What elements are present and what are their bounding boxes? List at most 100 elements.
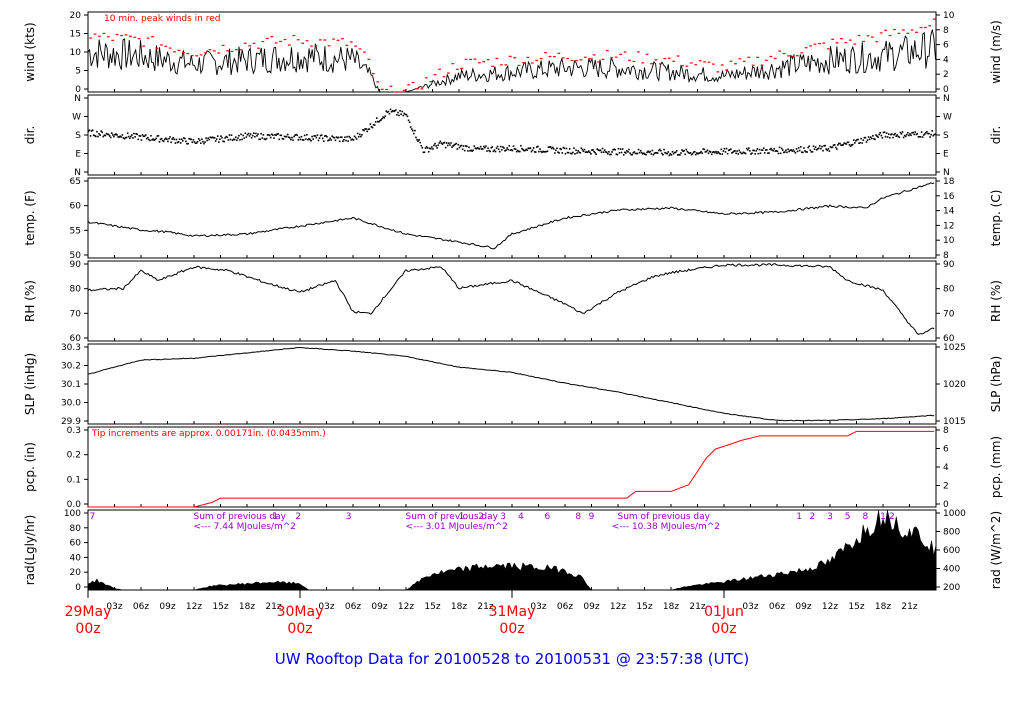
direction-point <box>169 136 171 138</box>
direction-point <box>396 114 398 116</box>
direction-point <box>771 149 773 151</box>
direction-point <box>278 138 281 141</box>
direction-point <box>849 145 852 148</box>
y-tick-label-right: 18 <box>943 177 955 187</box>
hour-tick-label: 03z <box>742 602 758 612</box>
direction-point <box>589 151 591 154</box>
direction-point <box>107 133 110 136</box>
direction-point <box>648 151 650 154</box>
y-tick-label: 40 <box>70 553 82 563</box>
direction-point <box>573 147 575 149</box>
direction-point <box>368 128 371 130</box>
direction-point <box>340 136 343 139</box>
direction-point <box>175 138 178 141</box>
direction-point <box>732 151 734 154</box>
direction-point <box>260 132 263 135</box>
direction-point <box>866 139 869 141</box>
direction-point <box>170 141 172 144</box>
direction-point <box>528 147 531 150</box>
direction-point <box>430 147 432 150</box>
hour-tick-label: 09z <box>159 602 175 612</box>
direction-point <box>91 129 94 132</box>
direction-point <box>298 136 301 139</box>
y-tick-label-right: 1015 <box>943 417 966 427</box>
direction-point <box>556 147 558 150</box>
y-axis-title-left: temp. (F) <box>23 190 37 245</box>
direction-point <box>878 133 881 136</box>
rain-hour-label: 1 <box>459 512 465 522</box>
direction-point <box>706 149 709 152</box>
direction-point <box>666 152 669 155</box>
direction-point <box>476 147 479 149</box>
direction-point <box>445 142 448 144</box>
direction-point <box>760 149 763 151</box>
direction-point <box>741 152 744 155</box>
direction-point <box>403 112 406 115</box>
direction-point <box>549 146 552 148</box>
direction-point <box>918 135 921 138</box>
direction-point <box>893 133 895 136</box>
direction-point <box>735 152 737 155</box>
direction-point <box>872 134 874 137</box>
direction-point <box>436 147 438 149</box>
direction-point <box>769 148 771 151</box>
direction-point <box>787 148 789 151</box>
direction-point <box>798 149 801 152</box>
y-tick-label: N <box>74 168 81 178</box>
direction-point <box>144 134 147 136</box>
direction-point <box>538 150 540 153</box>
direction-point <box>304 138 307 140</box>
direction-point <box>104 134 107 137</box>
direction-point <box>654 152 657 154</box>
direction-point <box>222 140 224 143</box>
direction-point <box>725 147 728 150</box>
direction-point <box>926 130 928 133</box>
y-tick-label-right: 10 <box>943 236 955 246</box>
direction-point <box>594 151 596 154</box>
rain-hour-label: 2 <box>809 512 815 522</box>
direction-point <box>669 152 672 155</box>
direction-point <box>267 134 270 136</box>
day-label: 29May <box>65 604 112 620</box>
direction-point <box>442 142 445 144</box>
direction-point <box>813 148 816 150</box>
direction-point <box>371 126 374 129</box>
direction-point <box>856 138 858 141</box>
direction-point <box>220 135 222 137</box>
direction-point <box>189 138 192 140</box>
direction-point <box>406 115 409 118</box>
direction-point <box>495 147 498 149</box>
direction-point <box>370 126 373 128</box>
direction-point <box>751 152 753 155</box>
direction-point <box>272 134 274 136</box>
direction-point <box>415 136 417 139</box>
direction-point <box>365 128 367 130</box>
direction-point <box>503 147 505 149</box>
direction-point <box>327 139 329 142</box>
direction-point <box>281 137 284 140</box>
y-tick-label-right: N <box>943 94 950 104</box>
direction-point <box>667 151 670 153</box>
direction-point <box>145 137 148 140</box>
direction-point <box>499 145 502 148</box>
direction-point <box>524 149 526 152</box>
direction-point <box>617 147 620 150</box>
direction-point <box>171 138 173 140</box>
direction-point <box>400 113 402 116</box>
direction-point <box>231 139 234 142</box>
direction-point <box>372 123 375 126</box>
direction-point <box>649 150 652 153</box>
y-tick-label-right: 0 <box>943 500 949 510</box>
direction-point <box>301 138 304 141</box>
direction-point <box>891 133 893 135</box>
direction-point <box>467 150 469 152</box>
panel-precipitation: 0.0 0.1 0.2 0.3 0 2 4 6 8 pcp. (in) pcp. (mm) Tip i… <box>23 426 1003 510</box>
direction-point <box>550 147 553 150</box>
direction-point <box>276 133 278 135</box>
direction-point <box>336 136 339 139</box>
direction-point <box>137 138 140 141</box>
direction-point <box>804 150 806 152</box>
direction-point <box>858 142 860 145</box>
direction-point <box>823 145 825 147</box>
direction-point <box>668 154 671 157</box>
